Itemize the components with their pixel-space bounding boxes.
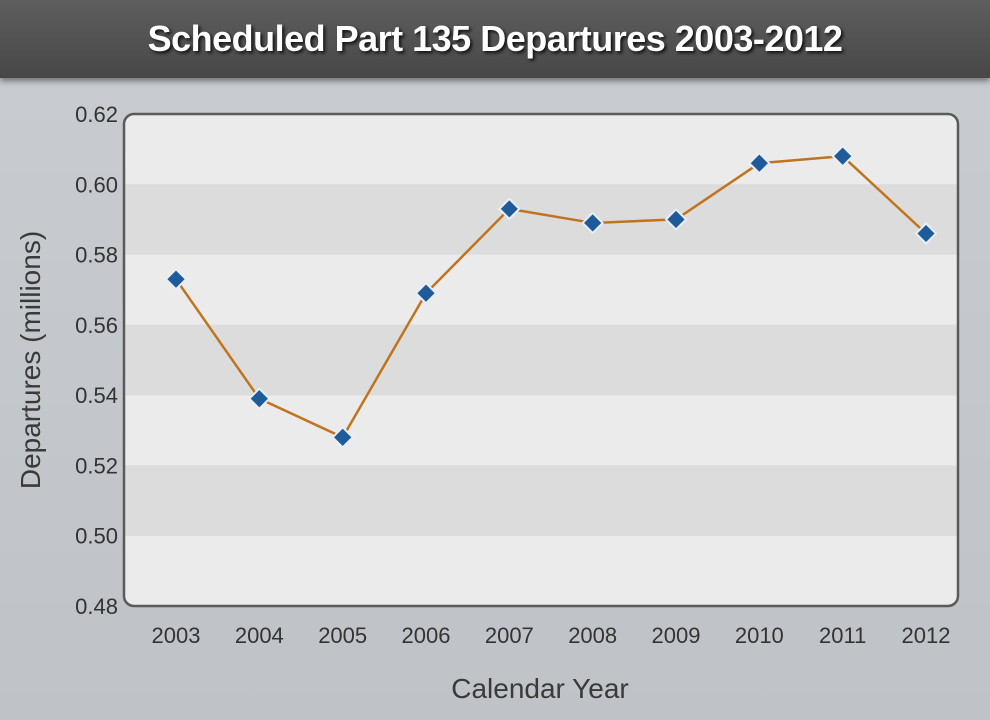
grid-band xyxy=(124,254,958,325)
title-bar xyxy=(0,0,990,78)
x-tick-label: 2006 xyxy=(402,623,451,648)
x-tick-label: 2011 xyxy=(819,623,866,648)
x-tick-label: 2010 xyxy=(735,623,784,648)
x-tick-label: 2012 xyxy=(902,623,951,648)
grid-band xyxy=(124,395,958,466)
x-axis-ticks: 2003 2004 2005 2006 2007 2008 2009 2010 2011 2012 xyxy=(152,623,951,648)
grid-bands xyxy=(124,114,958,606)
data-point-marker xyxy=(914,222,938,245)
data-point-marker xyxy=(331,425,355,449)
y-axis-ticks: 0.48 0.50 0.52 0.54 0.56 0.58 0.60 0.62 xyxy=(75,102,118,619)
y-tick-label: 0.58 xyxy=(75,243,118,268)
y-tick-label: 0.48 xyxy=(75,594,118,619)
x-tick-label: 2005 xyxy=(318,623,367,648)
y-tick-label: 0.56 xyxy=(75,313,118,338)
plot-area-border xyxy=(122,112,960,608)
data-point-marker xyxy=(747,151,771,175)
grid-band xyxy=(124,465,958,536)
x-tick-label: 2004 xyxy=(235,623,284,648)
x-tick-label: 2003 xyxy=(152,623,201,648)
y-axis-label: Departures (millions) xyxy=(15,231,46,489)
series-group xyxy=(164,144,938,449)
data-point-marker xyxy=(247,387,271,411)
data-point-marker xyxy=(581,211,605,235)
grid-band xyxy=(124,184,958,255)
data-point-marker xyxy=(497,197,521,221)
series-line xyxy=(174,154,927,439)
x-tick-label: 2008 xyxy=(568,623,617,648)
data-point-marker xyxy=(831,144,855,168)
y-tick-label: 0.50 xyxy=(75,524,118,549)
y-tick-label: 0.54 xyxy=(75,383,118,408)
y-tick-label: 0.62 xyxy=(75,102,118,127)
chart-title: Scheduled Part 135 Departures 2003-2012 xyxy=(147,18,843,59)
y-tick-label: 0.60 xyxy=(75,172,118,197)
data-point-marker xyxy=(664,208,688,231)
grid-band xyxy=(124,114,958,185)
data-point-marker xyxy=(164,267,188,291)
data-point-marker xyxy=(414,281,438,305)
x-tick-label: 2009 xyxy=(652,623,701,648)
x-tick-label: 2007 xyxy=(485,623,534,648)
grid-band xyxy=(124,535,958,606)
y-tick-label: 0.52 xyxy=(75,453,118,478)
grid-band xyxy=(124,324,958,396)
x-axis-label: Calendar Year xyxy=(451,673,628,704)
